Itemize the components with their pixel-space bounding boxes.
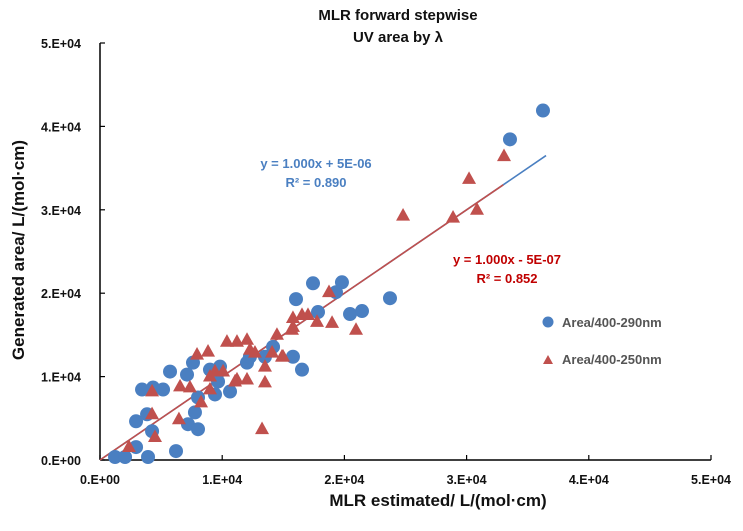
data-point-triangle xyxy=(322,284,337,298)
trendline-equation-series-2: y = 1.000x - 5E-07 xyxy=(453,252,561,267)
trendline-equation-series-1: y = 1.000x + 5E-06 xyxy=(260,156,371,171)
data-point-triangle xyxy=(216,363,231,377)
y-tick-label: 0.E+00 xyxy=(41,454,81,468)
data-point-triangle xyxy=(145,383,160,397)
data-point-triangle xyxy=(219,334,234,347)
data-point-triangle xyxy=(265,345,280,358)
x-tick-label: 2.E+04 xyxy=(324,473,364,487)
data-point-triangle xyxy=(469,202,484,215)
data-point-circle xyxy=(354,304,369,319)
data-point-triangle xyxy=(194,394,209,408)
legend-label-series-2: Area/400-250nm xyxy=(562,352,662,367)
data-point-circle xyxy=(289,292,304,307)
trendline-r2-series-2: R² = 0.852 xyxy=(476,271,537,286)
data-point-circle xyxy=(129,414,144,429)
x-tick-label: 5.E+04 xyxy=(691,473,731,487)
data-point-circle xyxy=(135,382,150,397)
data-point-triangle xyxy=(257,358,272,372)
data-point-triangle xyxy=(325,315,340,328)
data-point-circle xyxy=(118,449,133,464)
trendline-r2-series-1: R² = 0.890 xyxy=(285,175,346,190)
data-point-triangle xyxy=(240,371,255,385)
y-tick-label: 4.E+04 xyxy=(41,120,81,134)
y-tick-label: 1.E+04 xyxy=(41,371,81,385)
data-point-circle xyxy=(311,305,326,320)
legend-label-series-1: Area/400-290nm xyxy=(562,315,662,330)
data-point-circle xyxy=(223,384,238,399)
data-point-circle xyxy=(180,367,195,382)
data-point-triangle xyxy=(247,345,262,358)
data-point-triangle xyxy=(190,347,205,360)
data-point-circle xyxy=(191,422,206,437)
x-tick-label: 4.E+04 xyxy=(569,473,609,487)
data-point-circle xyxy=(382,291,397,306)
x-axis-label: MLR estimated/ L/(mol·cm) xyxy=(329,491,546,510)
legend: Area/400-290nm Area/400-250nm xyxy=(542,315,662,367)
data-point-triangle xyxy=(462,171,477,184)
data-point-circle xyxy=(535,103,550,118)
data-point-circle xyxy=(163,364,178,379)
trendline-series-2 xyxy=(99,184,504,461)
data-point-circle xyxy=(187,405,202,420)
data-point-triangle xyxy=(285,319,300,332)
data-point-circle xyxy=(156,382,171,397)
data-point-triangle xyxy=(349,322,364,335)
legend-marker-triangle xyxy=(543,355,553,364)
chart-title-line-2: UV area by λ xyxy=(353,29,444,46)
data-point-circle xyxy=(169,444,184,459)
data-point-triangle xyxy=(310,314,325,327)
data-point-triangle xyxy=(255,421,270,435)
data-point-triangle xyxy=(182,379,197,393)
x-tick-label: 3.E+04 xyxy=(447,473,487,487)
data-point-circle xyxy=(502,132,517,147)
data-point-circle xyxy=(305,276,320,291)
data-point-triangle xyxy=(202,381,217,395)
data-point-triangle xyxy=(145,406,160,420)
data-point-triangle xyxy=(121,439,136,452)
x-tick-label: 0.E+00 xyxy=(80,473,120,487)
data-point-triangle xyxy=(202,368,217,382)
y-tick-label: 2.E+04 xyxy=(41,287,81,301)
data-points xyxy=(108,103,550,464)
data-point-triangle xyxy=(257,374,272,388)
data-point-triangle xyxy=(276,349,291,362)
data-point-triangle xyxy=(228,373,243,387)
y-tick-label: 3.E+04 xyxy=(41,204,81,218)
y-tick-label: 5.E+04 xyxy=(41,37,81,51)
data-point-triangle xyxy=(201,344,216,357)
data-point-triangle xyxy=(446,210,461,223)
data-point-triangle xyxy=(240,332,255,345)
data-point-triangle xyxy=(269,327,284,340)
data-point-triangle xyxy=(229,334,244,347)
data-point-circle xyxy=(343,307,358,322)
data-point-triangle xyxy=(171,411,186,425)
data-point-circle xyxy=(285,349,300,364)
data-point-circle xyxy=(141,449,156,464)
x-tick-label: 1.E+04 xyxy=(202,473,242,487)
data-point-circle xyxy=(108,449,123,464)
data-point-triangle xyxy=(396,208,411,221)
axes: 0.E+00 1.E+04 2.E+04 3.E+04 4.E+04 5.E+04 0.E+… xyxy=(41,37,731,487)
data-point-triangle xyxy=(173,378,188,392)
chart-title-line-1: MLR forward stepwise xyxy=(318,7,477,24)
data-point-circle xyxy=(294,362,309,377)
data-point-triangle xyxy=(300,307,315,320)
y-axis-label: Generated area/ L/(mol·cm) xyxy=(9,140,28,360)
data-point-triangle xyxy=(496,148,511,162)
legend-marker-circle xyxy=(542,316,554,328)
data-point-triangle xyxy=(147,429,162,443)
